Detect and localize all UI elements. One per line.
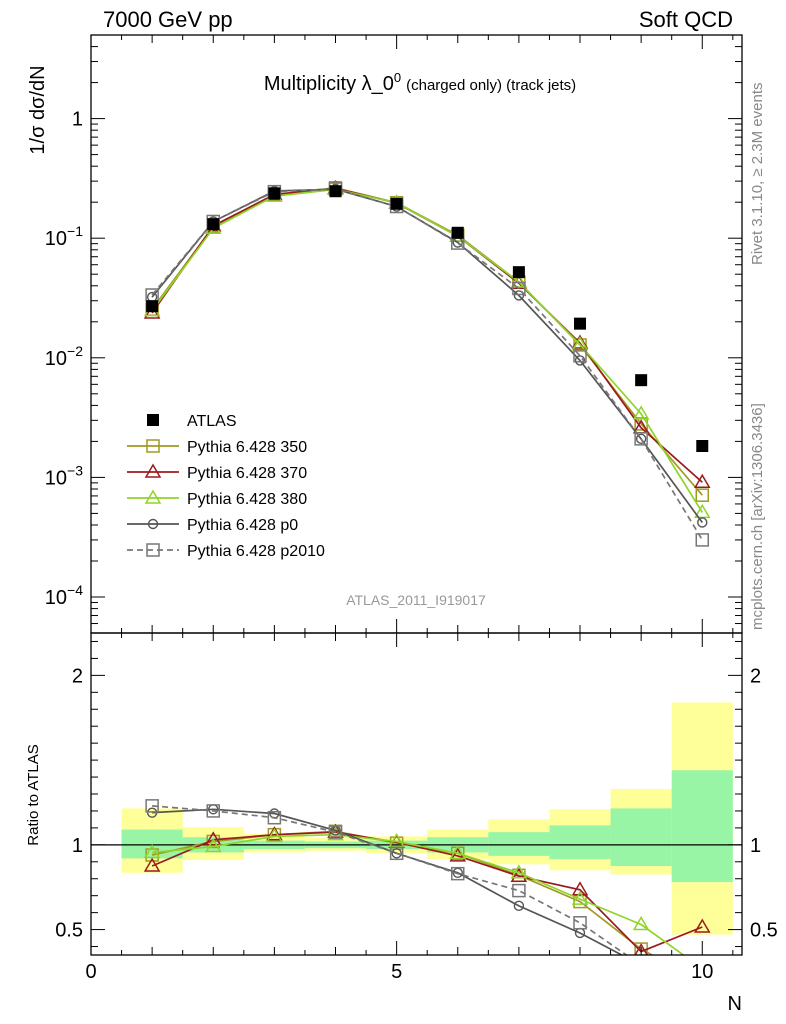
- legend-label-0: Pythia 6.428 350: [187, 439, 307, 456]
- main-series-4-point-8: [634, 432, 648, 446]
- header-left: 7000 GeV pp: [103, 7, 233, 32]
- main-series-3-point-6: [513, 290, 525, 301]
- legend: ATLAS Pythia 6.428 350 Pythia 6.428 370 Pyt…: [127, 413, 325, 560]
- atlas-data-point-3: [329, 185, 342, 198]
- ratio-series-3-point-6: [513, 900, 525, 912]
- green-band-8: [610, 808, 672, 867]
- atlas-data-point-6: [512, 266, 525, 279]
- legend-atlas-marker: [147, 414, 159, 426]
- legend-marker-2: [144, 489, 162, 504]
- ratio-series-2-point-2: [266, 827, 283, 843]
- ratio-series-1-point-0: [143, 857, 161, 872]
- main-panel: 1 10−1 10−2 10−3 10−4: [45, 34, 743, 634]
- main-series-0-point-9: [695, 488, 710, 502]
- legend-marker-3: [147, 518, 159, 530]
- legend-label-1: Pythia 6.428 370: [187, 465, 307, 482]
- main-ytick-label-1: 10−1: [45, 223, 83, 250]
- side-text-bottom: mcplots.cern.ch [arXiv:1306.3436]: [749, 403, 766, 630]
- ratio-series-1-point-7: [571, 881, 589, 896]
- ratio-series-4-point-4: [389, 846, 404, 861]
- ratio-ytick-label-left-2: 2: [72, 665, 83, 687]
- main-series-3-point-7: [574, 355, 586, 366]
- legend-marker-4: [146, 543, 160, 557]
- main-series-4-point-7: [573, 349, 587, 363]
- main-series-4-point-6: [512, 281, 526, 296]
- atlas-data-point-0: [146, 300, 159, 313]
- green-band-7: [549, 825, 611, 860]
- atlas-data-point-5: [451, 226, 464, 239]
- ratio-series-2-point-8: [632, 916, 650, 931]
- atlas-data-point-4: [390, 197, 403, 210]
- legend-atlas-label: ATLAS: [187, 413, 237, 430]
- ratio-ylabel: Ratio to ATLAS: [25, 744, 42, 845]
- ratio-series-0-point-1: [206, 834, 221, 849]
- ratio-series-2-point-1: [204, 838, 222, 853]
- ratio-series-2-point-5: [449, 844, 467, 860]
- legend-label-2: Pythia 6.428 380: [187, 491, 307, 508]
- atlas-data-point-1: [207, 218, 220, 231]
- atlas-data-point-8: [635, 374, 648, 387]
- ratio-ytick-label-left-0: 0.5: [55, 920, 83, 942]
- ratio-series-3-point-4: [391, 848, 402, 859]
- ratio-ytick-label-right-0: 0.5: [750, 920, 778, 942]
- ratio-series-1-point-8: [634, 943, 649, 955]
- green-band-6: [488, 832, 550, 856]
- ratio-series-2-point-7: [571, 890, 589, 905]
- main-series: [143, 179, 711, 547]
- main-series-2-point-8: [632, 405, 650, 420]
- main-ytick-label-2: 10−2: [45, 343, 83, 370]
- main-ylabel: 1/σ dσ/dN: [27, 65, 49, 154]
- ratio-xlabel: N: [728, 993, 742, 1015]
- ratio-series-1-point-9: [693, 918, 711, 933]
- ratio-series-4-point-2: [267, 810, 282, 825]
- watermark: ATLAS_2011_I919017: [346, 592, 486, 608]
- main-series-line-4: [151, 188, 704, 541]
- ratio-series-4-point-6: [512, 883, 526, 898]
- legend-label-4: Pythia 6.428 p2010: [187, 543, 325, 560]
- main-ytick-label-0: 1: [72, 109, 83, 131]
- atlas-data-point-9: [696, 440, 709, 453]
- ratio-series-line-1: [151, 831, 703, 953]
- green-band-9: [671, 770, 733, 883]
- main-ytick-label-4: 10−4: [45, 582, 83, 609]
- legend-label-3: Pythia 6.428 p0: [187, 517, 298, 534]
- atlas-data-point-7: [574, 317, 587, 330]
- ratio-series-2-point-6: [510, 864, 528, 879]
- ratio-panel: 0 5 10 0.5 0.5 1 1 2 2: [55, 632, 778, 983]
- ratio-series-4-point-5: [451, 866, 465, 881]
- ratio-bands: [121, 702, 733, 935]
- ratio-ytick-label-right-2: 2: [750, 665, 761, 687]
- ratio-series-4-point-7: [573, 916, 587, 930]
- ratio-series-4-point-3: [328, 825, 343, 839]
- ratio-series-line-4: [152, 805, 628, 955]
- main-series-3-point-9: [697, 517, 708, 528]
- main-series-3-point-8: [635, 433, 647, 445]
- header-right: Soft QCD: [639, 7, 733, 32]
- ratio-series-2-point-0: [143, 843, 161, 859]
- side-text-top: Rivet 3.1.10, ≥ 2.3M events: [749, 83, 766, 266]
- ratio-series-1-point-1: [204, 831, 222, 846]
- main-series-4-point-9: [695, 533, 710, 547]
- main-ytick-label-3: 10−3: [45, 462, 83, 489]
- ratio-series-1-point-2: [266, 826, 283, 841]
- ratio-ytick-label-left-1: 1: [72, 835, 83, 857]
- x-tick-label-2: 10: [691, 961, 713, 983]
- main-title: Multiplicity λ_00 (charged only) (track j…: [264, 70, 576, 95]
- x-tick-label-1: 5: [391, 961, 402, 983]
- legend-marker-1: [144, 463, 162, 478]
- ratio-series-3-point-0: [146, 807, 158, 818]
- atlas-data-point-2: [268, 187, 281, 200]
- main-series-2-point-6: [510, 273, 528, 288]
- legend-marker-0: [146, 439, 160, 453]
- ratio-series: [143, 799, 711, 955]
- ratio-ytick-label-right-1: 1: [750, 835, 761, 857]
- main-series-1-point-9: [693, 473, 711, 489]
- main-series-line-2: [151, 188, 704, 513]
- ratio-series-line-2: [152, 833, 685, 955]
- ratio-series-2-point-4: [388, 832, 405, 848]
- ratio-series-4-point-1: [206, 804, 221, 818]
- ratio-series-4-point-0: [145, 799, 159, 813]
- x-tick-label-0: 0: [85, 961, 96, 983]
